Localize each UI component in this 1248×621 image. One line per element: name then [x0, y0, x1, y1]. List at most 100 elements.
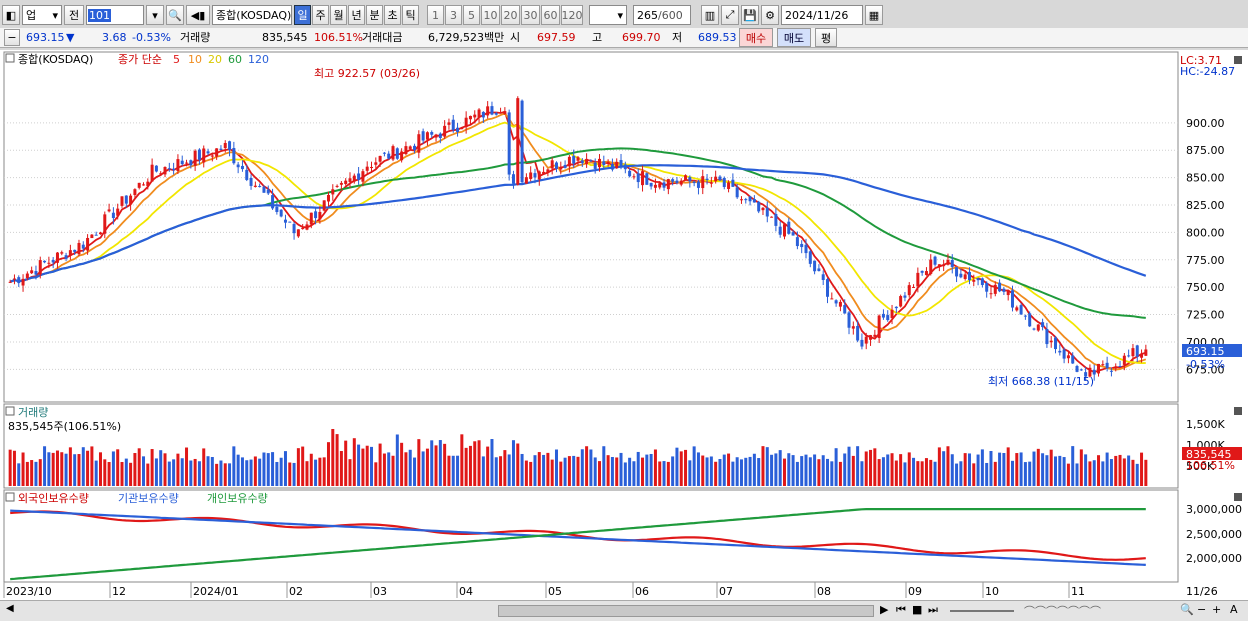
- date-label: 02: [289, 585, 303, 598]
- volume-bar: [438, 440, 442, 486]
- volume-bar: [305, 461, 309, 486]
- panel-toggle-icon[interactable]: [5, 406, 15, 416]
- code-dropdown-icon[interactable]: ▾: [146, 5, 164, 25]
- interval-1[interactable]: 1: [427, 5, 444, 25]
- date-label: 12: [112, 585, 126, 598]
- volume-pct: 106.51%: [314, 31, 363, 44]
- interval-3[interactable]: 3: [445, 5, 462, 25]
- volume-bar: [434, 445, 438, 486]
- prev-icon[interactable]: ⏮: [896, 603, 906, 616]
- type-button[interactable]: 전: [64, 5, 84, 25]
- speaker-icon[interactable]: ◀▮: [186, 5, 210, 25]
- scroll-left-icon[interactable]: ◀: [6, 603, 14, 614]
- candle-body: [636, 173, 640, 183]
- holding-inst-label: 기관보유수량: [118, 492, 179, 505]
- volume-bar: [197, 461, 201, 486]
- volume-bar: [8, 449, 12, 486]
- chart-area[interactable]: 900.00 875.00 850.00 825.00 800.00 775.00 750.…: [0, 50, 1248, 600]
- close-panel-icon[interactable]: [1234, 407, 1242, 415]
- candle-body: [718, 176, 722, 181]
- minimize-icon[interactable]: −: [4, 29, 20, 46]
- candlesticks[interactable]: [8, 96, 1148, 381]
- date-input[interactable]: 2024/11/26: [781, 5, 863, 25]
- market-select[interactable]: 업 ▾: [22, 5, 62, 25]
- gear-icon[interactable]: ⚙: [761, 5, 779, 25]
- candle-body: [81, 244, 85, 249]
- sell-button[interactable]: 매도: [777, 28, 811, 47]
- volume-bar: [589, 449, 593, 486]
- stop-icon[interactable]: ■: [912, 603, 923, 616]
- interval-5[interactable]: 5: [463, 5, 480, 25]
- volume-bar: [628, 457, 632, 486]
- quote-amount: 6,729,523백만: [428, 31, 505, 44]
- tab-second[interactable]: 초: [384, 5, 401, 25]
- candle-body: [714, 176, 718, 182]
- candle-body: [955, 267, 959, 277]
- search-icon[interactable]: 🔍: [166, 5, 184, 25]
- interval-20[interactable]: 20: [501, 5, 520, 25]
- eval-button[interactable]: 평: [815, 28, 837, 47]
- interval-dropdown[interactable]: ▾: [589, 5, 627, 25]
- candle-body: [189, 160, 193, 166]
- code-input[interactable]: 101: [86, 5, 144, 25]
- tab-minute[interactable]: 분: [366, 5, 383, 25]
- volume-bar: [808, 457, 812, 486]
- calendar-icon[interactable]: ▦: [865, 5, 883, 25]
- draw-tool-icon[interactable]: ⤢: [721, 5, 739, 25]
- candle-body: [593, 162, 597, 169]
- candle-body: [511, 174, 515, 184]
- candle-body: [963, 274, 967, 279]
- volume-bar: [804, 454, 808, 486]
- candle-body: [752, 199, 756, 203]
- panel-toggle-icon[interactable]: [5, 53, 15, 63]
- scroll-thumb[interactable]: [498, 605, 874, 617]
- volume-bar: [47, 452, 51, 486]
- buy-button[interactable]: 매수: [739, 28, 773, 47]
- window-icon[interactable]: ◧: [2, 5, 20, 25]
- volume-bar: [425, 448, 429, 486]
- zoom-search-icon[interactable]: 🔍: [1180, 603, 1194, 616]
- interval-30[interactable]: 30: [521, 5, 540, 25]
- volume-bar: [421, 451, 425, 486]
- tab-week[interactable]: 주: [312, 5, 329, 25]
- candle-body: [51, 259, 55, 263]
- tab-month[interactable]: 월: [330, 5, 347, 25]
- count-input[interactable]: 265/600: [633, 5, 691, 25]
- zoom-out-icon[interactable]: −: [1197, 603, 1207, 616]
- tab-year[interactable]: 년: [348, 5, 365, 25]
- candle-body: [912, 286, 916, 288]
- font-size-icon[interactable]: A: [1230, 603, 1238, 616]
- volume-bar: [946, 446, 950, 486]
- date-value: 2024/11/26: [785, 8, 849, 22]
- candle-body: [989, 293, 993, 295]
- tab-tick[interactable]: 틱: [402, 5, 419, 25]
- next-icon[interactable]: ⏭: [928, 603, 938, 616]
- candle-body: [38, 260, 42, 275]
- panel-toggle-icon[interactable]: [5, 492, 15, 502]
- candle-body: [684, 175, 688, 180]
- tab-day[interactable]: 일: [294, 5, 311, 25]
- candle-body: [486, 106, 490, 116]
- candle-body: [830, 298, 834, 300]
- zoom-slider[interactable]: [950, 610, 1014, 612]
- scroll-right-icon[interactable]: ▶: [880, 603, 889, 616]
- interval-60[interactable]: 60: [541, 5, 560, 25]
- candle-body: [1062, 349, 1066, 359]
- interval-10[interactable]: 10: [481, 5, 500, 25]
- volume-bar: [834, 448, 838, 486]
- close-panel-icon[interactable]: [1234, 493, 1242, 501]
- candle-body: [232, 147, 236, 164]
- interval-120[interactable]: 120: [561, 5, 583, 25]
- volume-bar: [339, 451, 343, 486]
- close-panel-icon[interactable]: [1234, 56, 1242, 64]
- holding-axis-3: 2,000,000: [1186, 552, 1242, 565]
- volume-bar: [447, 455, 451, 486]
- chart-type-icon[interactable]: ▥: [701, 5, 719, 25]
- volume-bar: [920, 461, 924, 486]
- volume-bar: [1010, 460, 1014, 486]
- save-icon[interactable]: 💾: [741, 5, 759, 25]
- candle-body: [348, 178, 352, 182]
- indicator-icons[interactable]: ⌒⌒⌒⌒⌒⌒⌒: [1024, 605, 1101, 618]
- zoom-in-icon[interactable]: +: [1212, 603, 1222, 616]
- volume-bar: [1041, 453, 1045, 486]
